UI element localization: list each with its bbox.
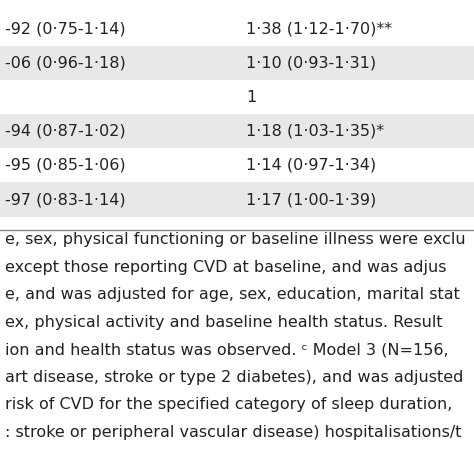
Bar	[0, 46, 474, 80]
Text: art disease, stroke or type 2 diabetes), and was adjusted: art disease, stroke or type 2 diabetes),…	[5, 370, 463, 385]
Text: 1·10 (0·93-1·31): 1·10 (0·93-1·31)	[246, 55, 377, 71]
Text: -97 (0·83-1·14): -97 (0·83-1·14)	[5, 192, 125, 207]
Text: 1·18 (1·03-1·35)*: 1·18 (1·03-1·35)*	[246, 124, 384, 139]
Text: -06 (0·96-1·18): -06 (0·96-1·18)	[5, 55, 126, 71]
Text: ion and health status was observed. ᶜ Model 3 (N=156,: ion and health status was observed. ᶜ Mo…	[5, 342, 448, 357]
Text: except those reporting CVD at baseline, and was adjus: except those reporting CVD at baseline, …	[5, 260, 446, 275]
Bar	[0, 12, 474, 46]
Text: -94 (0·87-1·02): -94 (0·87-1·02)	[5, 124, 125, 139]
Text: 1·38 (1·12-1·70)**: 1·38 (1·12-1·70)**	[246, 21, 392, 36]
Text: 1·17 (1·00-1·39): 1·17 (1·00-1·39)	[246, 192, 377, 207]
Text: : stroke or peripheral vascular disease) hospitalisations/t: : stroke or peripheral vascular disease)…	[5, 425, 461, 440]
Text: -92 (0·75-1·14): -92 (0·75-1·14)	[5, 21, 125, 36]
Text: e, sex, physical functioning or baseline illness were exclu: e, sex, physical functioning or baseline…	[5, 232, 465, 247]
Text: ex, physical activity and baseline health status. Result: ex, physical activity and baseline healt…	[5, 315, 442, 330]
Text: risk of CVD for the specified category of sleep duration,: risk of CVD for the specified category o…	[5, 397, 452, 412]
Text: 1: 1	[246, 90, 257, 105]
Bar	[0, 182, 474, 217]
Text: -95 (0·85-1·06): -95 (0·85-1·06)	[5, 158, 125, 173]
Bar	[0, 80, 474, 114]
Text: e, and was adjusted for age, sex, education, marital stat: e, and was adjusted for age, sex, educat…	[5, 287, 460, 302]
Bar	[0, 114, 474, 148]
Text: 1·14 (0·97-1·34): 1·14 (0·97-1·34)	[246, 158, 377, 173]
Bar	[0, 148, 474, 182]
